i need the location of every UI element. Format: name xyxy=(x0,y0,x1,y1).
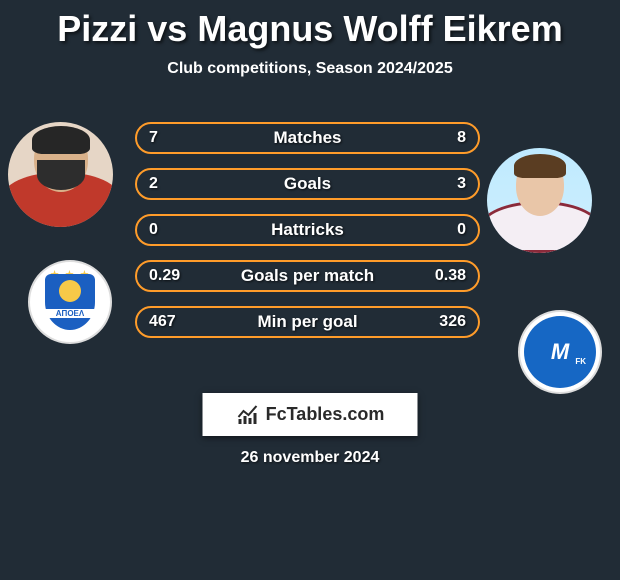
stat-left-value: 467 xyxy=(149,313,189,331)
brand-badge: FcTables.com xyxy=(203,393,418,436)
subtitle: Club competitions, Season 2024/2025 xyxy=(0,60,620,78)
chart-icon xyxy=(236,403,260,427)
page-title: Pizzi vs Magnus Wolff Eikrem xyxy=(0,0,620,50)
stat-left-value: 0.29 xyxy=(149,267,189,285)
stat-left-value: 0 xyxy=(149,221,189,239)
club-right-letter: M xyxy=(551,339,569,365)
stat-left-value: 2 xyxy=(149,175,189,193)
stat-right-value: 3 xyxy=(426,175,466,193)
player-left-avatar xyxy=(8,122,113,227)
stat-row: 7 Matches 8 xyxy=(135,122,480,154)
stat-row: 0.29 Goals per match 0.38 xyxy=(135,260,480,292)
stat-right-value: 0.38 xyxy=(426,267,466,285)
stat-left-value: 7 xyxy=(149,129,189,147)
stat-right-value: 8 xyxy=(426,129,466,147)
stat-label: Min per goal xyxy=(189,312,426,332)
brand-label: FcTables.com xyxy=(266,404,385,425)
stat-row: 467 Min per goal 326 xyxy=(135,306,480,338)
stats-panel: 7 Matches 8 2 Goals 3 0 Hattricks 0 0.29… xyxy=(135,122,480,352)
stat-label: Hattricks xyxy=(189,220,426,240)
footer-date: 26 november 2024 xyxy=(0,449,620,467)
club-right-sub: FK xyxy=(575,357,586,366)
club-left-label: ΑΠΟΕΛ xyxy=(45,309,95,318)
stat-label: Matches xyxy=(189,128,426,148)
stat-right-value: 326 xyxy=(426,313,466,331)
stat-label: Goals per match xyxy=(189,266,426,286)
club-left-badge: ★ ★ ★ ΑΠΟΕΛ xyxy=(28,260,112,344)
stat-label: Goals xyxy=(189,174,426,194)
stat-row: 2 Goals 3 xyxy=(135,168,480,200)
club-right-badge: M FK xyxy=(518,310,602,394)
stat-row: 0 Hattricks 0 xyxy=(135,214,480,246)
stat-right-value: 0 xyxy=(426,221,466,239)
player-right-avatar xyxy=(487,148,592,253)
